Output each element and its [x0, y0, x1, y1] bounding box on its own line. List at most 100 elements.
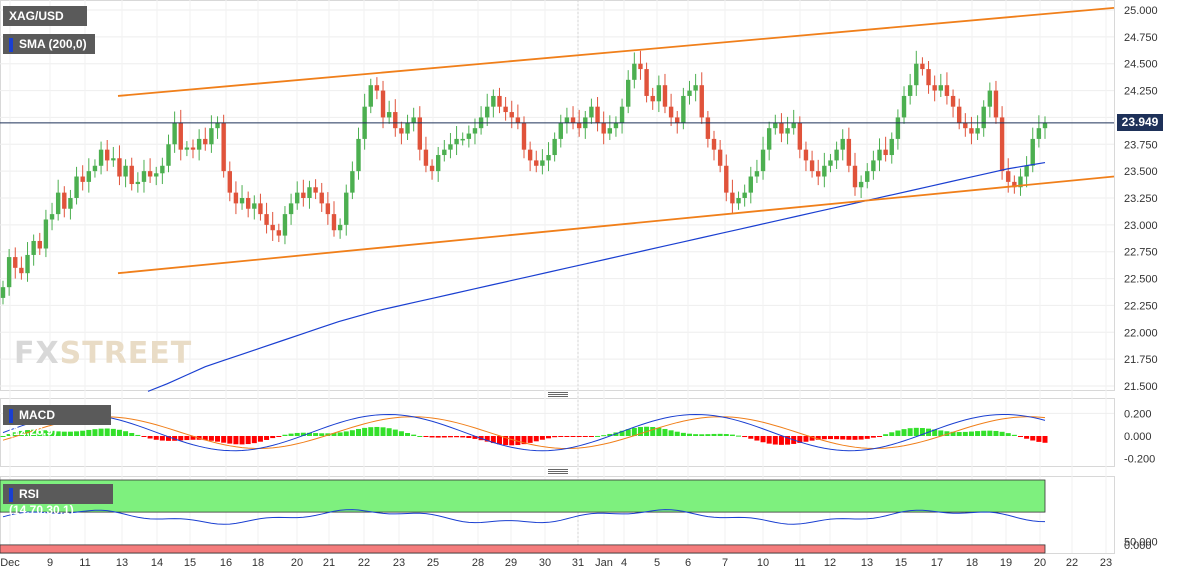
time-tick-label: 18 — [966, 557, 978, 569]
candle-body — [932, 85, 937, 91]
candle-body — [105, 149, 110, 161]
macd-hist-bar — [43, 430, 49, 436]
price-axis: 25.00024.75024.50024.25024.00023.75023.5… — [1124, 5, 1158, 393]
rsi-tick-label: 0.000 — [1124, 540, 1152, 552]
macd-legend[interactable]: MACD (12,26,9) — [3, 405, 111, 438]
pane-resize-handle-rsi[interactable] — [548, 469, 568, 475]
candle-body — [62, 192, 67, 209]
macd-hist-bar — [576, 436, 582, 437]
macd-hist-bar — [294, 432, 300, 436]
price-tick-label: 22.500 — [1124, 274, 1158, 286]
macd-hist-bar — [705, 434, 711, 436]
candle-body — [160, 165, 165, 174]
price-tick-label: 23.750 — [1124, 139, 1158, 151]
candle-body — [356, 138, 361, 172]
candle-body — [926, 69, 931, 86]
candle-body — [656, 85, 662, 102]
time-tick-label: 12 — [824, 557, 836, 569]
macd-hist-bar — [827, 436, 833, 440]
pane-resize-handle-macd[interactable] — [548, 392, 568, 398]
time-tick-label: 4 — [621, 557, 627, 569]
rsi-tick-label: 50.000 — [1124, 537, 1158, 549]
candle-body — [779, 122, 784, 134]
candle-body — [803, 149, 809, 161]
time-tick-label: 16 — [220, 557, 232, 569]
macd-hist-bar — [993, 430, 999, 436]
macd-hist-bar — [637, 427, 643, 436]
macd-line — [2, 413, 1046, 452]
macd-hist-bar — [913, 427, 919, 436]
macd-hist-bar — [846, 436, 852, 440]
macd-hist-bar — [723, 434, 729, 436]
candle-body — [135, 181, 141, 185]
macd-hist-bar — [803, 436, 809, 442]
price-tick-label: 24.250 — [1124, 86, 1158, 98]
rsi-legend-text: RSI (14,70,30,1) — [9, 487, 74, 517]
candle-body — [227, 171, 232, 193]
candle-body — [215, 122, 220, 129]
candle-body — [245, 198, 251, 209]
macd-hist-bar — [772, 436, 778, 445]
candle-body — [546, 155, 551, 161]
macd-hist-bar — [864, 436, 870, 439]
macd-hist-bar — [1005, 433, 1011, 436]
macd-hist-bar — [386, 428, 392, 436]
time-tick-label: 5 — [654, 557, 660, 569]
candle-body — [564, 117, 570, 123]
candle-body — [411, 117, 416, 123]
macd-hist-bar — [619, 430, 625, 436]
candle-body — [98, 149, 104, 166]
macd-hist-bar — [447, 436, 453, 438]
candle-body — [417, 117, 422, 150]
time-tick-label: 22 — [358, 557, 370, 569]
price-tick-label: 22.750 — [1124, 247, 1158, 259]
candle-body — [834, 149, 839, 161]
candle-body — [435, 155, 441, 172]
macd-hist-bar — [98, 428, 104, 436]
macd-hist-bar — [686, 433, 692, 436]
candle-body — [901, 95, 907, 118]
time-tick-label: 28 — [472, 557, 484, 569]
macd-hist-bar — [999, 431, 1005, 436]
candle-body — [509, 112, 514, 118]
candle-body — [742, 192, 747, 198]
macd-hist-bar — [276, 436, 282, 437]
candle-body — [172, 122, 177, 145]
rsi-legend[interactable]: RSI (14,70,30,1) — [3, 484, 113, 517]
candle-body — [331, 214, 337, 231]
macd-hist-bar — [582, 436, 588, 437]
macd-hist-bar — [239, 436, 245, 445]
candle-body — [43, 219, 49, 249]
symbol-label[interactable]: XAG/USD — [3, 6, 87, 26]
macd-hist-bar — [460, 436, 466, 438]
macd-tick-label: 0.000 — [1124, 431, 1152, 443]
candle-body — [785, 128, 790, 134]
time-axis: Dec 9 11 13 14 15 16 18 20 21 22 23 25 28 29 30 31 Jan 4 5 6… — [0, 557, 1112, 569]
candle-body — [822, 165, 827, 177]
candle-body — [687, 90, 692, 96]
candle-body — [485, 106, 490, 118]
macd-hist-bar — [141, 436, 147, 437]
watermark-street: STREET — [59, 336, 193, 371]
candle-body — [166, 144, 171, 166]
candle-body — [1036, 128, 1042, 139]
macd-hist-bar — [938, 430, 944, 436]
macd-hist-bar — [607, 433, 613, 436]
macd-hist-bar — [380, 427, 386, 436]
macd-hist-bar — [650, 426, 656, 436]
candle-body — [350, 171, 355, 193]
sma-legend[interactable]: SMA (200,0) — [3, 34, 95, 54]
fxstreet-watermark: FXSTREET — [14, 336, 192, 371]
macd-hist-bar — [215, 436, 221, 442]
candle-body — [429, 165, 435, 172]
candle-body — [993, 90, 999, 118]
macd-hist-bar — [429, 436, 435, 438]
candle-body — [141, 171, 147, 182]
candle-body — [527, 149, 533, 161]
macd-hist-bar — [748, 436, 754, 439]
candle-body — [233, 192, 239, 204]
price-tick-label: 22.250 — [1124, 300, 1158, 312]
macd-hist-bar — [472, 436, 478, 439]
macd-tick-label: 0.200 — [1124, 408, 1152, 420]
